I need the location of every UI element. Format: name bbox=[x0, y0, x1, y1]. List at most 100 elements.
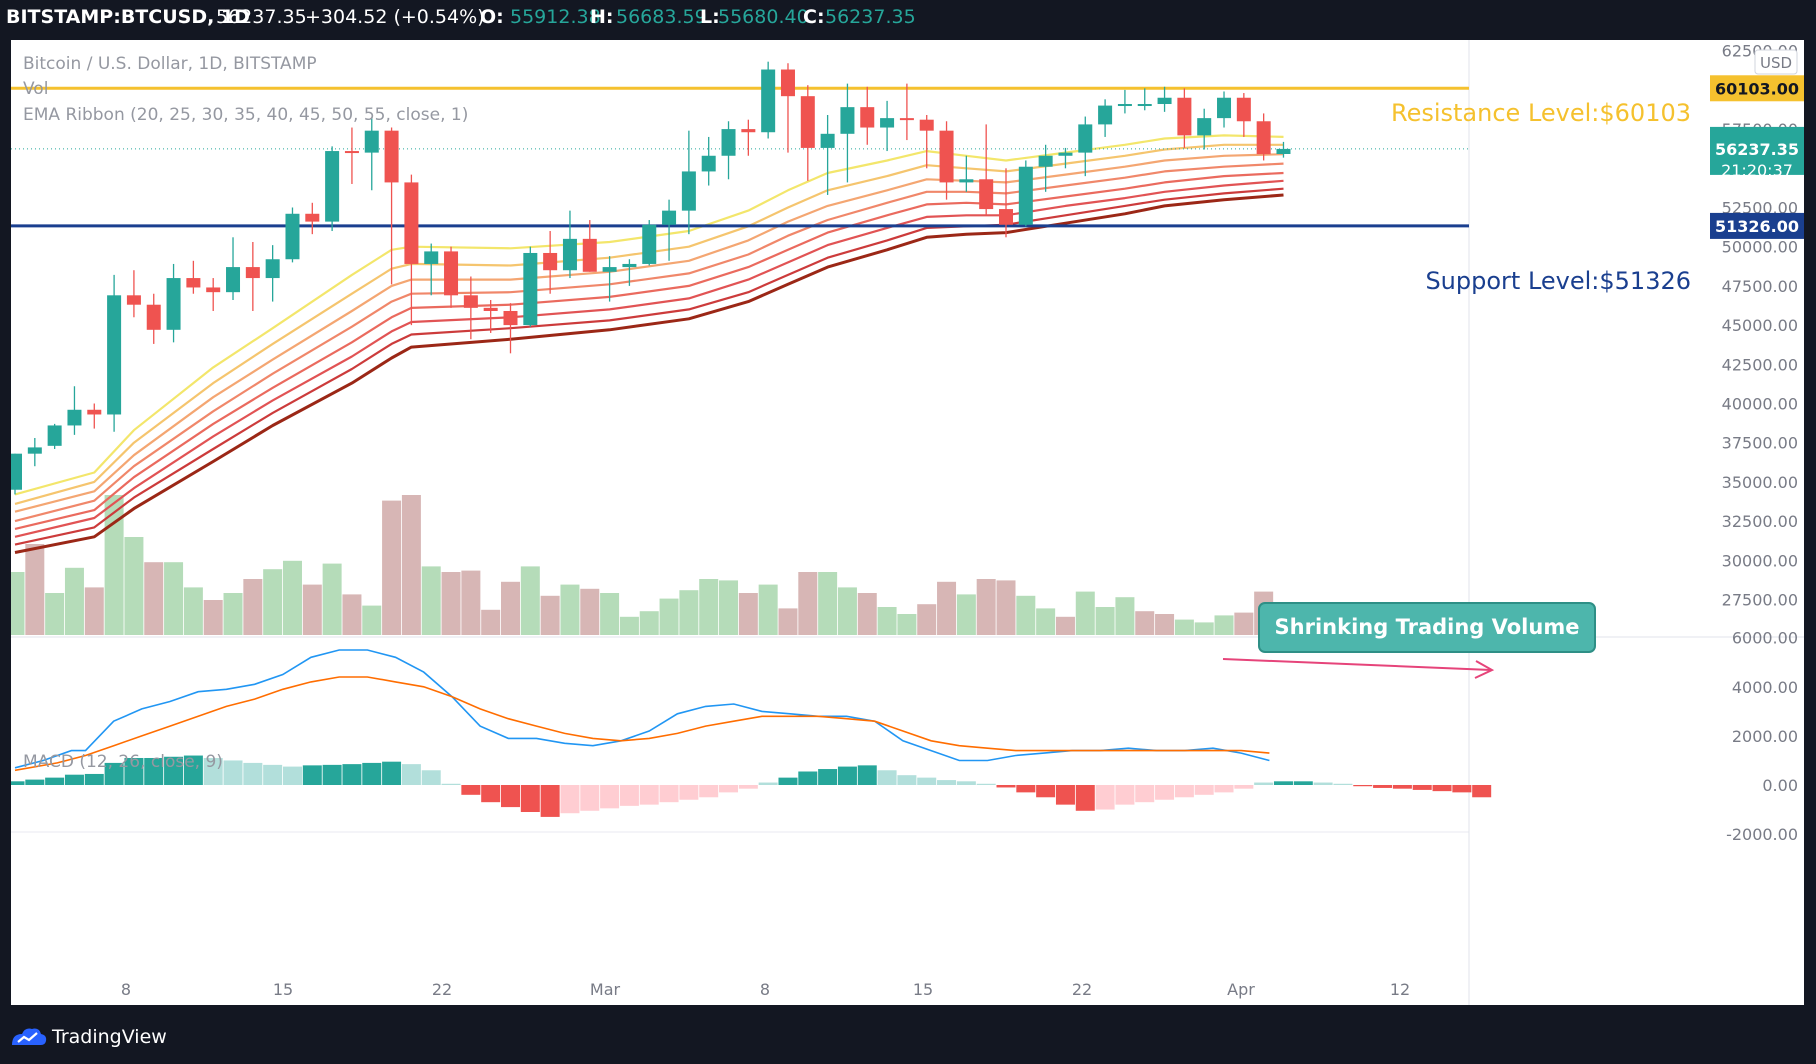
candle bbox=[285, 213, 300, 260]
macd-histogram-bar bbox=[600, 785, 620, 809]
macd-histogram-bar bbox=[1432, 785, 1452, 792]
time-tick: Mar bbox=[590, 980, 621, 999]
macd-histogram-bar bbox=[1254, 782, 1274, 785]
macd-histogram-bar bbox=[1036, 785, 1056, 798]
candle bbox=[939, 130, 954, 183]
macd-histogram-bar bbox=[798, 771, 818, 785]
candle bbox=[126, 295, 141, 305]
macd-histogram-bar bbox=[1214, 785, 1234, 793]
candle bbox=[919, 119, 934, 131]
volume-bar bbox=[1055, 616, 1075, 635]
volume-bar bbox=[124, 537, 144, 635]
resistance-label: Resistance Level:$60103 bbox=[1391, 99, 1691, 127]
volume-bar bbox=[699, 579, 719, 635]
tradingview-logo-icon[interactable] bbox=[10, 1025, 48, 1047]
candle bbox=[1276, 148, 1291, 154]
macd-histogram-bar bbox=[421, 770, 441, 785]
volume-bar bbox=[45, 593, 65, 635]
brand-name[interactable]: TradingView bbox=[52, 1026, 167, 1048]
volume-bar bbox=[1075, 591, 1095, 635]
symbol-label[interactable]: BITSTAMP:BTCUSD, 1D bbox=[6, 6, 250, 28]
volume-bar bbox=[520, 566, 540, 635]
volume-bar bbox=[441, 572, 461, 635]
macd-histogram-bar bbox=[302, 765, 322, 785]
volume-bar bbox=[619, 616, 639, 635]
candle bbox=[11, 453, 22, 490]
candle bbox=[1078, 124, 1093, 153]
macd-tick: 4000.00 bbox=[1732, 678, 1798, 697]
candle bbox=[979, 179, 994, 210]
candle bbox=[622, 263, 637, 268]
macd-histogram-bar bbox=[1016, 785, 1036, 793]
candle bbox=[543, 252, 558, 271]
volume-legend: Vol bbox=[23, 79, 49, 99]
volume-bar bbox=[540, 595, 560, 635]
volume-bar bbox=[877, 607, 897, 635]
candle bbox=[344, 151, 359, 154]
time-tick: Apr bbox=[1227, 980, 1255, 999]
volume-bar bbox=[342, 594, 362, 635]
macd-histogram-bar bbox=[1412, 785, 1432, 790]
volume-bar bbox=[600, 593, 620, 635]
high-label: H: bbox=[590, 6, 614, 28]
macd-histogram-bar bbox=[1313, 782, 1333, 785]
macd-histogram-bar bbox=[758, 782, 778, 785]
candle bbox=[780, 69, 795, 97]
volume-bar bbox=[223, 593, 243, 635]
candle bbox=[1197, 118, 1212, 136]
macd-histogram-bar bbox=[639, 785, 659, 805]
volume-bar bbox=[164, 562, 184, 635]
macd-histogram-bar bbox=[818, 769, 838, 785]
volume-bar bbox=[183, 587, 203, 635]
macd-histogram-bar bbox=[1075, 785, 1095, 811]
macd-histogram-bar bbox=[837, 766, 857, 785]
candle bbox=[999, 209, 1013, 225]
price-tick: 42500.00 bbox=[1722, 355, 1798, 374]
volume-bar bbox=[104, 495, 124, 635]
macd-histogram-bar bbox=[481, 785, 501, 803]
macd-histogram-bar bbox=[1392, 785, 1412, 789]
macd-histogram-bar bbox=[164, 756, 184, 785]
candle bbox=[107, 295, 122, 415]
macd-histogram-bar bbox=[1452, 785, 1472, 793]
price-tick: 30000.00 bbox=[1722, 551, 1798, 570]
candle bbox=[840, 107, 855, 134]
candle bbox=[681, 171, 696, 211]
candle bbox=[860, 107, 875, 128]
macd-histogram-bar bbox=[1234, 785, 1254, 789]
candle bbox=[1117, 104, 1132, 107]
macd-histogram-bar bbox=[1174, 785, 1194, 798]
macd-histogram-bar bbox=[84, 773, 104, 785]
macd-histogram-bar bbox=[956, 781, 976, 785]
candle bbox=[662, 210, 677, 225]
ema-legend: EMA Ribbon (20, 25, 30, 35, 40, 45, 50, … bbox=[23, 105, 469, 125]
macd-histogram-bar bbox=[64, 774, 84, 785]
price-tick: 35000.00 bbox=[1722, 473, 1798, 492]
price-tick: 32500.00 bbox=[1722, 512, 1798, 531]
volume-bar bbox=[580, 588, 600, 635]
volume-bar bbox=[1194, 622, 1214, 635]
last-price-badge bbox=[1710, 126, 1804, 175]
macd-tick: 6000.00 bbox=[1732, 629, 1798, 648]
candle bbox=[800, 96, 815, 148]
volume-bar bbox=[25, 544, 45, 635]
open-value: 55912.38 bbox=[510, 6, 601, 28]
candle bbox=[1137, 104, 1152, 107]
trend-arrow-shaft bbox=[1222, 658, 1492, 671]
macd-histogram-bar bbox=[1373, 785, 1393, 788]
chart-canvas[interactable]: Resistance Level:$60103 Support Level:$51… bbox=[11, 40, 1804, 1005]
candle bbox=[186, 278, 201, 288]
macd-histogram-bar bbox=[897, 775, 917, 785]
macd-histogram-bar bbox=[124, 757, 144, 785]
macd-histogram-bar bbox=[1194, 785, 1214, 795]
price-tick: 37500.00 bbox=[1722, 434, 1798, 453]
macd-histogram-bar bbox=[1055, 785, 1075, 805]
support-badge bbox=[1710, 212, 1804, 239]
candle bbox=[226, 267, 241, 293]
candle bbox=[27, 447, 42, 454]
chart-area[interactable]: Resistance Level:$60103 Support Level:$51… bbox=[11, 40, 1804, 1005]
trend-arrow-head bbox=[1474, 660, 1495, 679]
macd-histogram-bar bbox=[11, 781, 25, 785]
macd-histogram-bar bbox=[1115, 785, 1135, 805]
candle bbox=[146, 304, 161, 330]
